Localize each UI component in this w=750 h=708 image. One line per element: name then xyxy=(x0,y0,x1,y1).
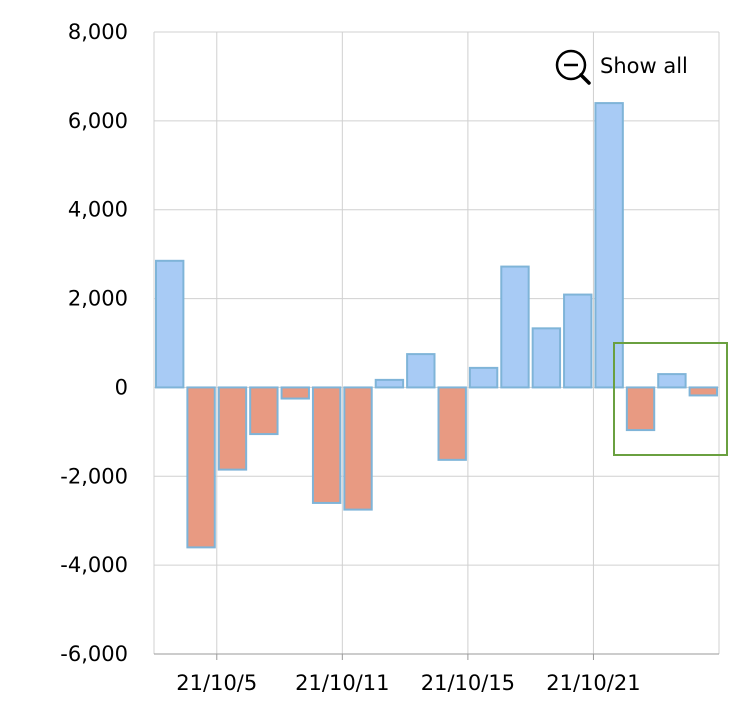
bar xyxy=(468,366,499,389)
bar xyxy=(311,386,342,504)
y-tick-label: 0 xyxy=(115,375,128,399)
x-tick-label: 21/10/15 xyxy=(421,671,515,695)
bar xyxy=(594,102,624,389)
y-tick-label: -6,000 xyxy=(60,642,128,666)
y-tick-label: 6,000 xyxy=(68,109,128,133)
bar xyxy=(406,353,436,389)
bar xyxy=(249,386,279,436)
bar xyxy=(657,373,687,389)
y-tick-label: 2,000 xyxy=(68,287,128,311)
y-tick-labels: -6,000 -4,000 -2,000 0 2,000 4,000 6,000 8,000 xyxy=(60,20,128,666)
show-all-button[interactable]: Show all xyxy=(555,49,688,85)
bars xyxy=(155,102,718,549)
y-tick-label: 4,000 xyxy=(68,198,128,222)
show-all-label: Show all xyxy=(600,54,688,78)
bar xyxy=(688,386,718,397)
bar xyxy=(155,259,185,389)
y-tick-label: 8,000 xyxy=(68,20,128,44)
x-tick-label: 21/10/5 xyxy=(176,671,257,695)
bar xyxy=(500,265,530,389)
bar xyxy=(563,293,593,389)
bar xyxy=(625,386,656,432)
bar xyxy=(217,386,248,471)
bar xyxy=(374,378,405,389)
zoom-out-icon xyxy=(555,49,591,85)
x-tick-labels: 21/10/5 21/10/11 21/10/15 21/10/21 xyxy=(176,671,640,695)
y-tick-label: -4,000 xyxy=(60,553,128,577)
x-tick-label: 21/10/11 xyxy=(295,671,389,695)
bar xyxy=(437,386,467,461)
bar xyxy=(280,386,310,400)
bar xyxy=(531,327,562,389)
x-tick-label: 21/10/21 xyxy=(546,671,640,695)
selection-box[interactable] xyxy=(613,342,728,456)
bar xyxy=(343,386,373,511)
y-tick-label: -2,000 xyxy=(60,464,128,488)
bar xyxy=(186,386,216,549)
axes xyxy=(154,653,719,660)
